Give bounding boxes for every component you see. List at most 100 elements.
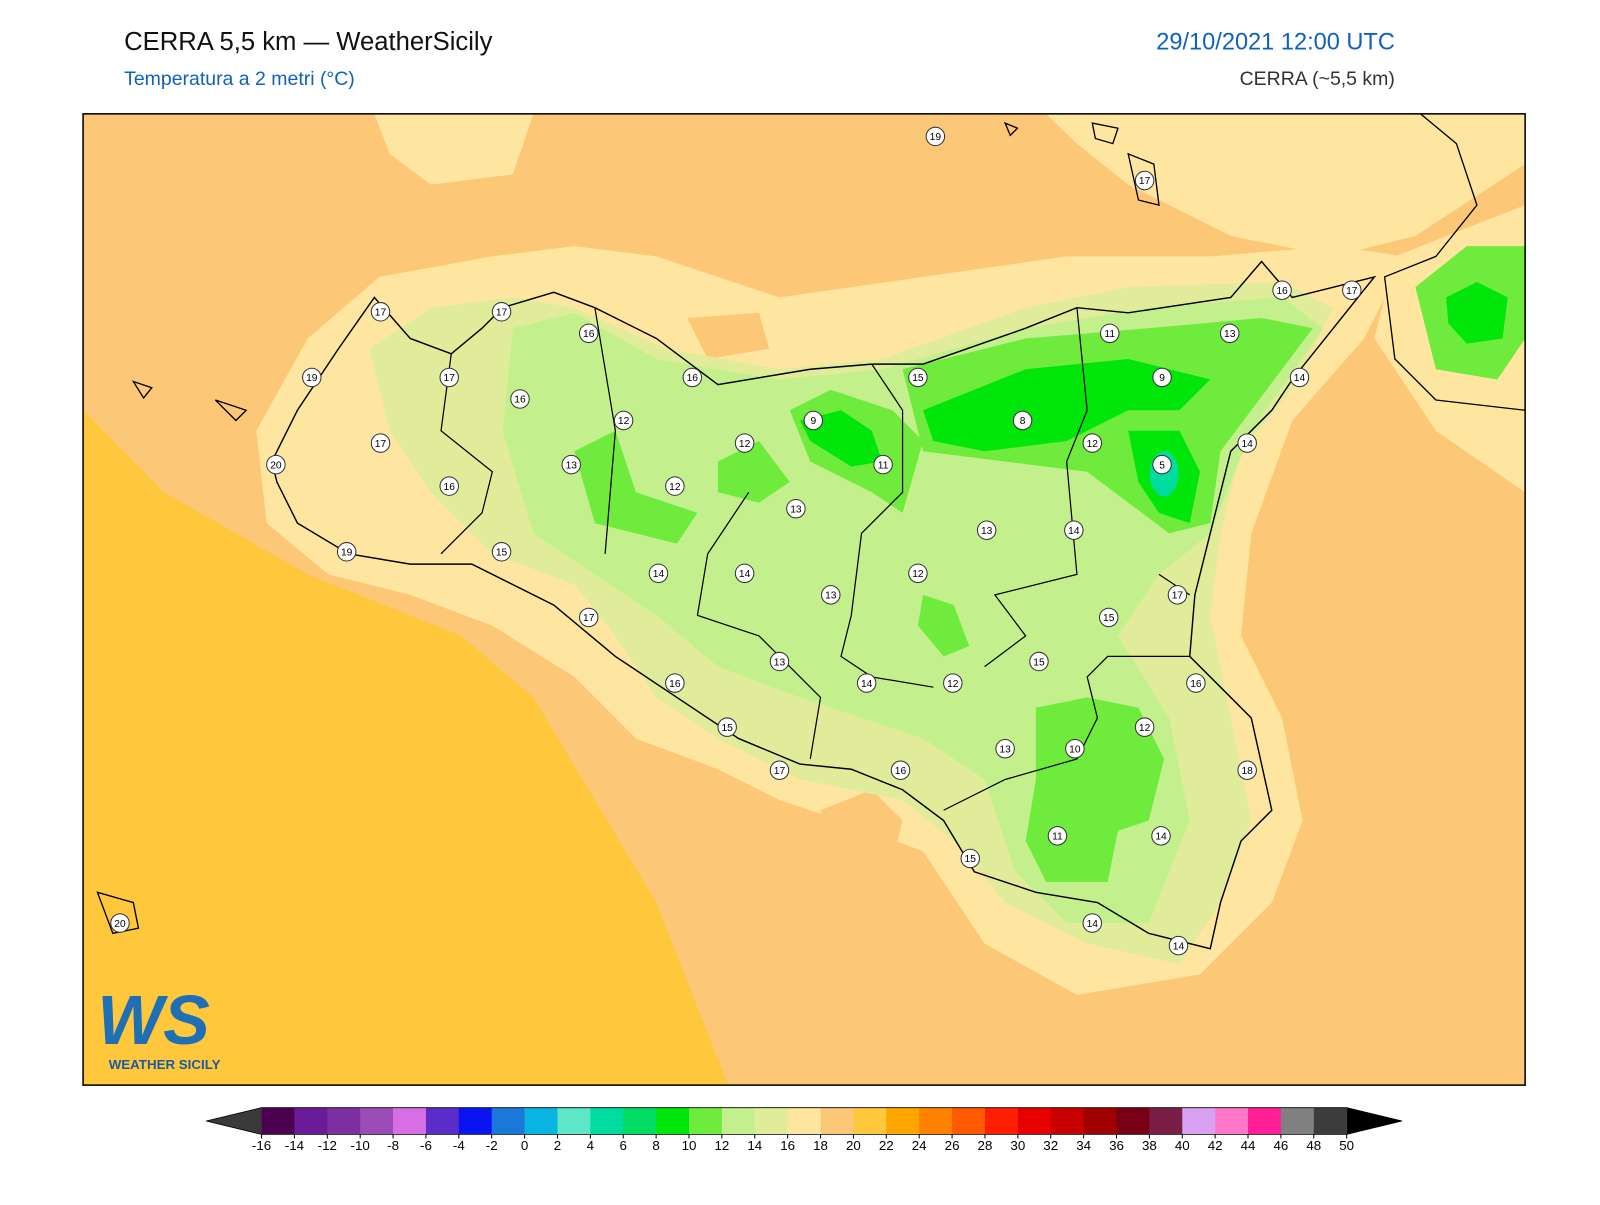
colorbar-tick-label: -12 [318, 1138, 337, 1153]
station-value: 17 [774, 766, 786, 777]
station-marker [908, 367, 928, 388]
colorbar-tick-label: 30 [1010, 1138, 1025, 1153]
station-marker [613, 410, 634, 431]
field-10-12 [574, 246, 1526, 883]
station-value: 11 [1104, 329, 1115, 340]
station-marker [1186, 673, 1206, 693]
station-value: 15 [1033, 657, 1045, 668]
station-marker [110, 913, 130, 933]
station-marker [960, 848, 980, 869]
station-value: 12 [618, 416, 630, 427]
station-marker [1167, 585, 1188, 605]
station-marker [491, 542, 512, 562]
colorbar-tick-label: 14 [747, 1138, 762, 1153]
colorbar-bin [557, 1107, 591, 1135]
station-value: 12 [739, 439, 751, 450]
colorbar-bin [1215, 1107, 1249, 1135]
temperature-field [83, 113, 1526, 1086]
colorbar-bin [491, 1107, 526, 1135]
colorbar-bin [1083, 1107, 1118, 1135]
station-value: 16 [514, 395, 526, 406]
station-marker [370, 433, 391, 453]
station-marker [1029, 651, 1049, 672]
station-value: 9 [1159, 373, 1165, 384]
field-18-20-pockets [687, 312, 903, 862]
station-marker [439, 367, 459, 388]
station-value: 20 [114, 919, 126, 930]
station-value: 12 [1087, 439, 1099, 450]
station-marker [578, 323, 599, 344]
station-marker [856, 673, 877, 693]
station-value: 16 [1190, 679, 1202, 690]
colorbar-tick-label: 22 [879, 1138, 894, 1153]
colorbar-bin [1248, 1107, 1282, 1135]
colorbar-tick-label: 20 [846, 1138, 861, 1153]
other-coastlines [96, 113, 1526, 935]
colorbar-tick-label: -6 [420, 1138, 432, 1153]
colorbar-tick-label: -16 [252, 1138, 271, 1153]
station-marker [1152, 367, 1172, 388]
station-marker [439, 476, 459, 496]
station-value: 17 [444, 373, 456, 384]
station-marker [1065, 738, 1085, 759]
colorbar-bin [787, 1107, 822, 1135]
colorbar-tick-label: 36 [1109, 1138, 1124, 1153]
colorbar-bin [1116, 1107, 1150, 1135]
station-value: 16 [687, 373, 699, 384]
colorbar-tick-label: 28 [978, 1138, 993, 1153]
colorbar-tick-label: 0 [521, 1138, 528, 1153]
station-value: 19 [930, 132, 942, 143]
station-marker [1082, 913, 1103, 933]
station-marker [1098, 607, 1119, 628]
colorbar-tick-label: 40 [1175, 1138, 1190, 1153]
station-marker [873, 454, 893, 475]
colorbar-bin [590, 1107, 624, 1135]
station-value: 16 [1276, 286, 1288, 297]
station-value: 13 [999, 744, 1011, 755]
station-value: 8 [1020, 416, 1026, 427]
colorbar-tick-label: 12 [714, 1138, 729, 1153]
station-value: 10 [1069, 744, 1081, 755]
station-value: 17 [1346, 286, 1358, 297]
station-value: 13 [566, 460, 578, 471]
colorbar-bin [820, 1107, 854, 1135]
colorbar-tick-label: 50 [1339, 1138, 1354, 1153]
colorbar-tick-label: 26 [945, 1138, 960, 1153]
colorbar-tick-label: 34 [1076, 1138, 1091, 1153]
station-marker [370, 302, 391, 322]
station-value: 11 [878, 460, 889, 471]
map-frame [82, 113, 1526, 1086]
colorbar-tick-label: 42 [1208, 1138, 1223, 1153]
colorbar-under [206, 1107, 262, 1135]
colorbar-bin [360, 1107, 394, 1135]
model: CERRA (~5,5 km) [1240, 68, 1395, 90]
colorbar-bin [1313, 1107, 1348, 1135]
station-marker [769, 760, 790, 780]
station-value: 17 [1172, 591, 1184, 602]
station-value: 13 [981, 526, 993, 537]
station-value: 12 [947, 679, 959, 690]
station-marker [302, 367, 322, 388]
station-value: 17 [496, 308, 508, 319]
station-value: 15 [912, 373, 924, 384]
logo-letters: WS [97, 981, 209, 1059]
station-value: 15 [496, 548, 508, 559]
station-marker [786, 498, 806, 519]
station-marker [1012, 410, 1033, 431]
station-value: 14 [1087, 919, 1099, 930]
colorbar-bin [1149, 1107, 1183, 1135]
station-marker [1082, 433, 1103, 453]
colorbar-bin [1182, 1107, 1216, 1135]
colorbar-tick-label: 48 [1306, 1138, 1321, 1153]
station-value: 5 [1159, 460, 1165, 471]
station-value: 14 [653, 569, 665, 580]
station-marker [890, 760, 911, 780]
station-marker [1134, 717, 1155, 737]
colorbar-over [1346, 1107, 1403, 1135]
station-value: 16 [895, 766, 907, 777]
station-value: 13 [774, 657, 786, 668]
logo: WS WEATHER SICILY [97, 981, 220, 1072]
station-value: 16 [583, 329, 595, 340]
colorbar-tick-label: 4 [587, 1138, 595, 1153]
colorbar-bin [721, 1107, 756, 1135]
